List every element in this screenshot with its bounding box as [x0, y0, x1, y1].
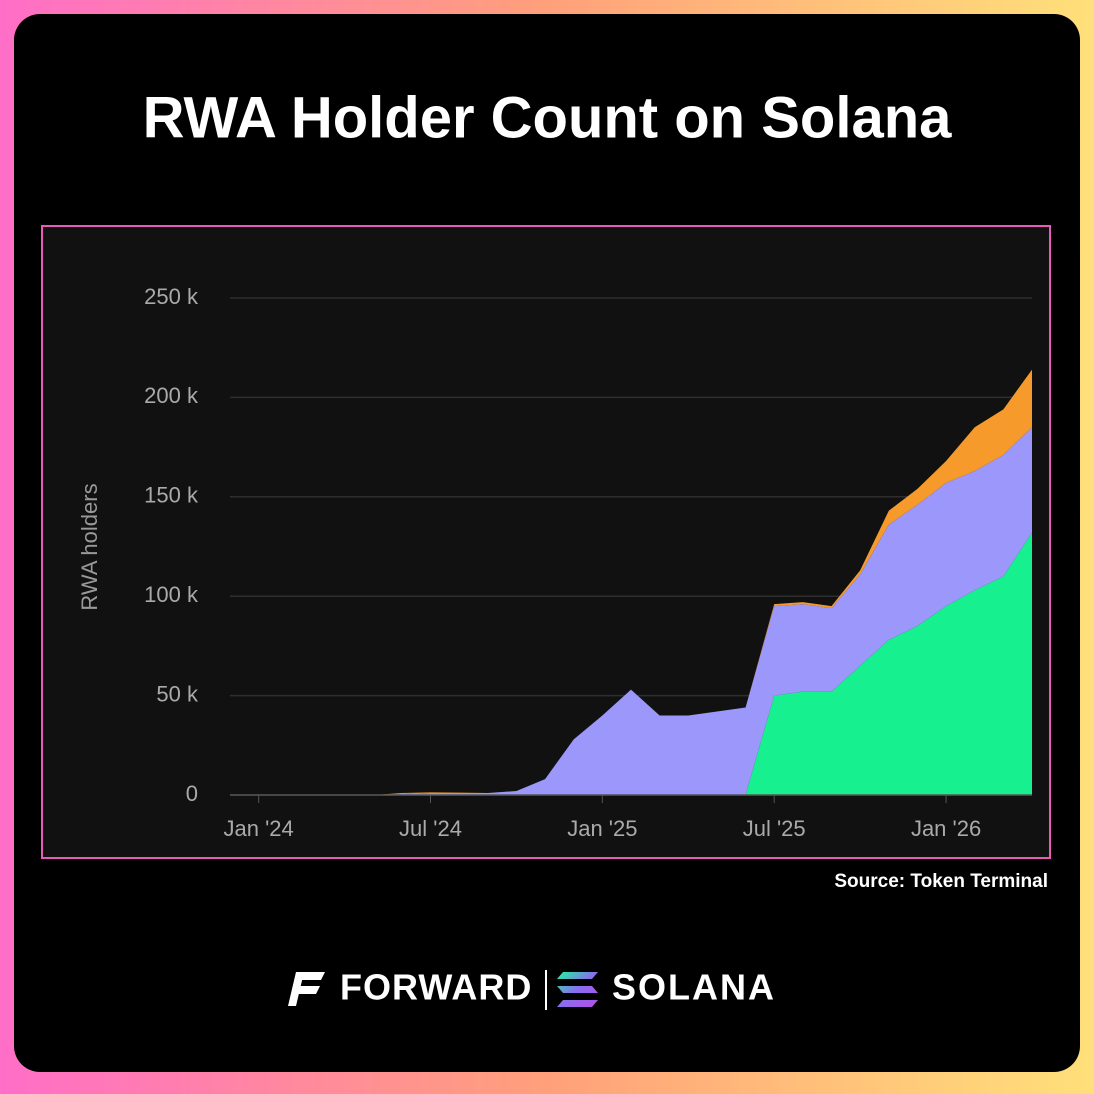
x-tick-label: Jul '25	[743, 816, 806, 841]
brand-forward: FORWARD	[340, 967, 532, 1008]
y-tick-label: 150 k	[144, 483, 199, 508]
y-tick-label: 200 k	[144, 383, 199, 408]
forward-logo	[288, 972, 325, 1006]
x-tick-label: Jan '25	[567, 816, 637, 841]
forward-icon	[288, 972, 325, 1006]
area	[373, 532, 1032, 795]
brand-solana: SOLANA	[612, 967, 776, 1008]
y-tick-label: 0	[186, 781, 198, 806]
solana-logo	[557, 972, 598, 1007]
chart-title: RWA Holder Count on Solana	[143, 85, 953, 150]
x-tick-label: Jul '24	[399, 816, 462, 841]
y-tick-label: 50 k	[156, 681, 199, 706]
y-axis-label: RWA holders	[77, 483, 102, 610]
y-tick-label: 100 k	[144, 582, 199, 607]
x-tick-label: Jan '26	[911, 816, 981, 841]
y-tick-label: 250 k	[144, 284, 199, 309]
source-note: Source: Token Terminal	[834, 871, 1048, 892]
x-tick-label: Jan '24	[224, 816, 294, 841]
solana-icon	[557, 972, 598, 1007]
area	[373, 427, 1032, 795]
